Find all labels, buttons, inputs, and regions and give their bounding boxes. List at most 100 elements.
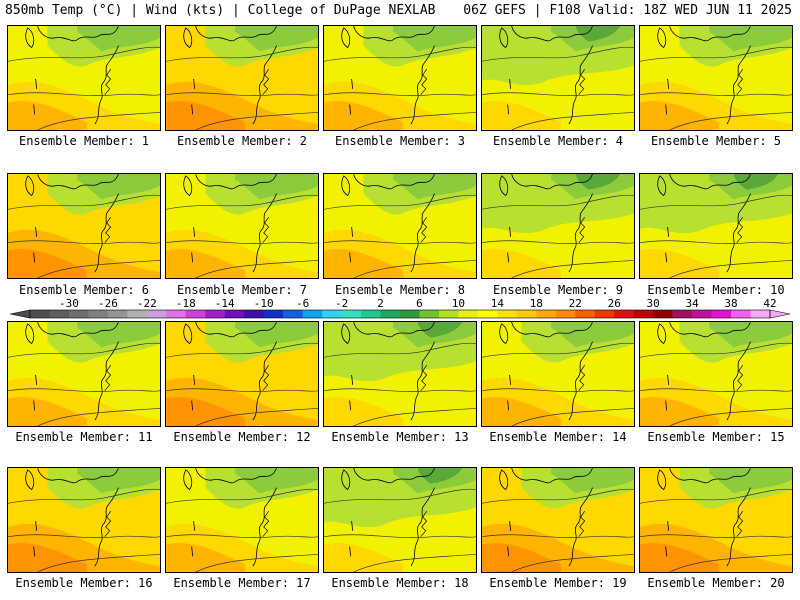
ensemble-member-label: Ensemble Member: 14 bbox=[489, 430, 627, 444]
ensemble-member-map bbox=[639, 25, 793, 131]
ensemble-member-map bbox=[639, 173, 793, 279]
colorbar-swatch bbox=[633, 310, 654, 318]
colorbar-tick-label: 38 bbox=[724, 297, 737, 310]
ensemble-member-map bbox=[481, 25, 635, 131]
colorbar-swatch bbox=[224, 310, 245, 318]
colorbar-tick-label: -22 bbox=[137, 297, 157, 310]
ensemble-member-map bbox=[481, 467, 635, 573]
ensemble-member-label: Ensemble Member: 5 bbox=[650, 134, 782, 148]
colorbar-swatch bbox=[438, 310, 459, 318]
colorbar-swatch bbox=[166, 310, 187, 318]
ensemble-member-map bbox=[639, 467, 793, 573]
colorbar-tick-label: 2 bbox=[377, 297, 384, 310]
colorbar-tick-label: 42 bbox=[763, 297, 776, 310]
ensemble-member-label: Ensemble Member: 16 bbox=[15, 576, 153, 590]
ensemble-member-map bbox=[7, 173, 161, 279]
colorbar-tick-label: -18 bbox=[176, 297, 196, 310]
colorbar-swatch bbox=[361, 310, 381, 318]
colorbar-tick-label: -10 bbox=[254, 297, 274, 310]
ensemble-member-label: Ensemble Member: 20 bbox=[647, 576, 785, 590]
colorbar-left-arrow bbox=[9, 309, 31, 319]
colorbar-swatch bbox=[185, 310, 206, 318]
ensemble-member-label: Ensemble Member: 12 bbox=[173, 430, 311, 444]
colorbar-swatch bbox=[458, 310, 479, 318]
ensemble-member-map bbox=[7, 467, 161, 573]
colorbar-tick-label: 14 bbox=[491, 297, 505, 310]
colorbar-tick-label: -2 bbox=[335, 297, 348, 310]
ensemble-member-label: Ensemble Member: 3 bbox=[334, 134, 466, 148]
colorbar-tick-label: -26 bbox=[98, 297, 118, 310]
colorbar-swatch bbox=[672, 310, 693, 318]
colorbar-swatch bbox=[127, 310, 148, 318]
ensemble-member-label: Ensemble Member: 2 bbox=[176, 134, 308, 148]
colorbar-swatch bbox=[380, 310, 401, 318]
map-title: 850mb Temp (°C) | Wind (kts) | College o… bbox=[5, 3, 436, 18]
colorbar-swatch bbox=[653, 310, 673, 318]
ensemble-member-map bbox=[7, 25, 161, 131]
ensemble-member-map bbox=[323, 467, 477, 573]
ensemble-member-label: Ensemble Member: 9 bbox=[492, 283, 624, 297]
colorbar-tick-label: 26 bbox=[608, 297, 621, 310]
ensemble-member-label: Ensemble Member: 17 bbox=[173, 576, 311, 590]
colorbar-tick-label: 34 bbox=[685, 297, 699, 310]
colorbar-swatch bbox=[49, 310, 70, 318]
ensemble-member-map bbox=[165, 173, 319, 279]
ensemble-member-map bbox=[7, 321, 161, 427]
colorbar-swatch bbox=[283, 310, 303, 318]
colorbar-swatch bbox=[477, 310, 498, 318]
colorbar-swatch bbox=[30, 310, 50, 318]
ensemble-member-map bbox=[165, 321, 319, 427]
colorbar-tick-label: 30 bbox=[647, 297, 660, 310]
colorbar-swatch bbox=[497, 310, 518, 318]
colorbar-swatch bbox=[205, 310, 226, 318]
colorbar-swatch bbox=[692, 310, 712, 318]
colorbar-swatch bbox=[88, 310, 109, 318]
ensemble-member-label: Ensemble Member: 4 bbox=[492, 134, 624, 148]
ensemble-member-map bbox=[639, 321, 793, 427]
ensemble-member-label: Ensemble Member: 19 bbox=[489, 576, 627, 590]
colorbar-swatch bbox=[731, 310, 751, 318]
colorbar-swatch bbox=[146, 310, 167, 318]
colorbar-swatch bbox=[750, 310, 771, 318]
colorbar-tick-label: -30 bbox=[59, 297, 79, 310]
colorbar-right-arrow bbox=[769, 309, 791, 319]
valid-time-label: 06Z GEFS | F108 Valid: 18Z WED JUN 11 20… bbox=[463, 3, 792, 18]
colorbar-tick-label: 10 bbox=[452, 297, 465, 310]
temperature-colorbar: -30 -26 -22 -18 -14 -10 -6 -2 2 6 10 14 18 22 26 30 34 38… bbox=[9, 297, 791, 319]
ensemble-member-label: Ensemble Member: 8 bbox=[334, 283, 466, 297]
ensemble-member-map bbox=[165, 467, 319, 573]
ensemble-member-label: Ensemble Member: 6 bbox=[18, 283, 150, 297]
colorbar-tick-label: 18 bbox=[530, 297, 543, 310]
colorbar-swatch bbox=[68, 310, 89, 318]
ensemble-member-map bbox=[323, 173, 477, 279]
colorbar-swatch bbox=[400, 310, 420, 318]
ensemble-member-map bbox=[323, 321, 477, 427]
ensemble-member-label: Ensemble Member: 10 bbox=[647, 283, 785, 297]
colorbar-swatch bbox=[244, 310, 264, 318]
ensemble-member-label: Ensemble Member: 1 bbox=[18, 134, 150, 148]
colorbar-swatch bbox=[341, 310, 362, 318]
colorbar-swatch bbox=[419, 310, 440, 318]
colorbar-swatch bbox=[263, 310, 284, 318]
colorbar-swatch bbox=[322, 310, 342, 318]
ensemble-member-map bbox=[165, 25, 319, 131]
colorbar-swatch bbox=[711, 310, 732, 318]
colorbar-swatch bbox=[614, 310, 634, 318]
colorbar-tick-label: 22 bbox=[569, 297, 582, 310]
colorbar-swatch bbox=[107, 310, 128, 318]
ensemble-member-label: Ensemble Member: 18 bbox=[331, 576, 469, 590]
colorbar-swatch bbox=[575, 310, 596, 318]
ensemble-member-label: Ensemble Member: 15 bbox=[647, 430, 785, 444]
colorbar-swatch bbox=[516, 310, 537, 318]
ensemble-member-map bbox=[481, 321, 635, 427]
ensemble-member-label: Ensemble Member: 13 bbox=[331, 430, 469, 444]
colorbar-swatch bbox=[555, 310, 576, 318]
ensemble-member-map bbox=[323, 25, 477, 131]
ensemble-member-map bbox=[481, 173, 635, 279]
colorbar-tick-label: 6 bbox=[416, 297, 423, 310]
colorbar-swatch bbox=[302, 310, 323, 318]
colorbar-tick-label: -6 bbox=[296, 297, 309, 310]
ensemble-member-label: Ensemble Member: 11 bbox=[15, 430, 153, 444]
ensemble-member-label: Ensemble Member: 7 bbox=[176, 283, 308, 297]
colorbar-swatch bbox=[536, 310, 557, 318]
